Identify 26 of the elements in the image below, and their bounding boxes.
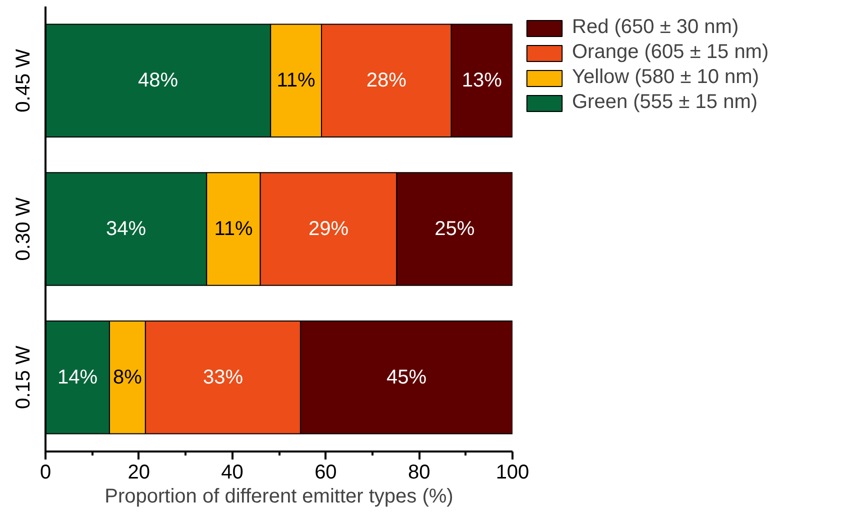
data-label: 11%: [214, 218, 253, 240]
data-label: 13%: [462, 70, 502, 92]
legend-label: Green (555 ± 15 nm): [572, 91, 758, 114]
x-tick-label: 20: [128, 462, 150, 484]
x-tick-label: 0: [40, 462, 52, 484]
x-tick-label: 60: [314, 462, 337, 484]
legend-label: Yellow (580 ± 10 nm): [572, 66, 760, 89]
data-label: 34%: [106, 218, 146, 240]
legend-label: Orange (605 ± 15 nm): [572, 41, 769, 64]
y-tick-label: 0.45 W: [12, 48, 34, 112]
data-label: 33%: [202, 366, 244, 388]
data-label: 8%: [113, 366, 142, 388]
y-tick-label: 0.30 W: [12, 197, 34, 261]
x-tick-label: 100: [496, 462, 530, 484]
data-label: 14%: [57, 366, 98, 388]
data-label: 28%: [366, 70, 407, 92]
data-label: 45%: [386, 366, 427, 388]
x-tick-label: 40: [221, 462, 244, 484]
data-label: 48%: [138, 70, 178, 92]
y-tick-label: 0.15 W: [12, 346, 34, 410]
data-label: 25%: [434, 218, 475, 240]
data-label: 29%: [308, 218, 349, 240]
legend-label: Red (650 ± 30 nm): [572, 16, 739, 39]
x-tick-label: 80: [408, 462, 430, 484]
data-label: 11%: [276, 70, 316, 92]
x-axis-title: Proportion of different emitter types (%): [104, 486, 454, 508]
